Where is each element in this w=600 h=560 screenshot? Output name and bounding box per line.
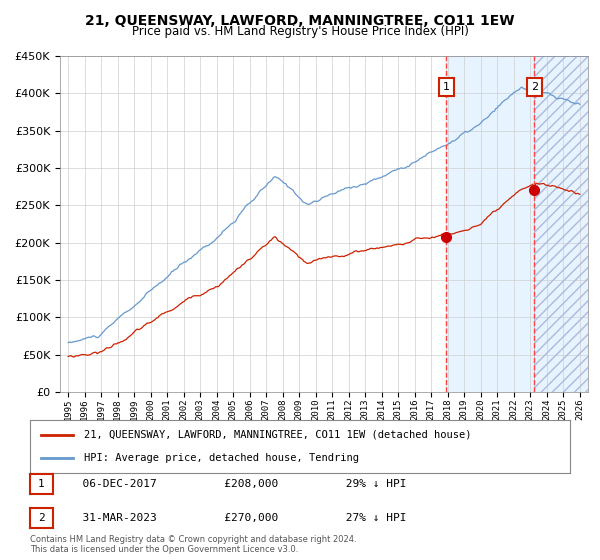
Text: 21, QUEENSWAY, LAWFORD, MANNINGTREE, CO11 1EW (detached house): 21, QUEENSWAY, LAWFORD, MANNINGTREE, CO1… — [84, 430, 472, 440]
Bar — [535, 56, 588, 392]
Text: This data is licensed under the Open Government Licence v3.0.: This data is licensed under the Open Gov… — [30, 545, 298, 554]
Text: Price paid vs. HM Land Registry's House Price Index (HPI): Price paid vs. HM Land Registry's House … — [131, 25, 469, 38]
Text: 2: 2 — [531, 82, 538, 92]
Text: 06-DEC-2017          £208,000          29% ↓ HPI: 06-DEC-2017 £208,000 29% ↓ HPI — [69, 479, 407, 489]
Text: Contains HM Land Registry data © Crown copyright and database right 2024.: Contains HM Land Registry data © Crown c… — [30, 535, 356, 544]
Text: 1: 1 — [443, 82, 450, 92]
Text: 2: 2 — [38, 513, 45, 523]
Text: HPI: Average price, detached house, Tendring: HPI: Average price, detached house, Tend… — [84, 453, 359, 463]
Text: 21, QUEENSWAY, LAWFORD, MANNINGTREE, CO11 1EW: 21, QUEENSWAY, LAWFORD, MANNINGTREE, CO1… — [85, 14, 515, 28]
Text: 31-MAR-2023          £270,000          27% ↓ HPI: 31-MAR-2023 £270,000 27% ↓ HPI — [69, 513, 407, 523]
Bar — [446, 56, 588, 392]
Text: 1: 1 — [38, 479, 45, 489]
